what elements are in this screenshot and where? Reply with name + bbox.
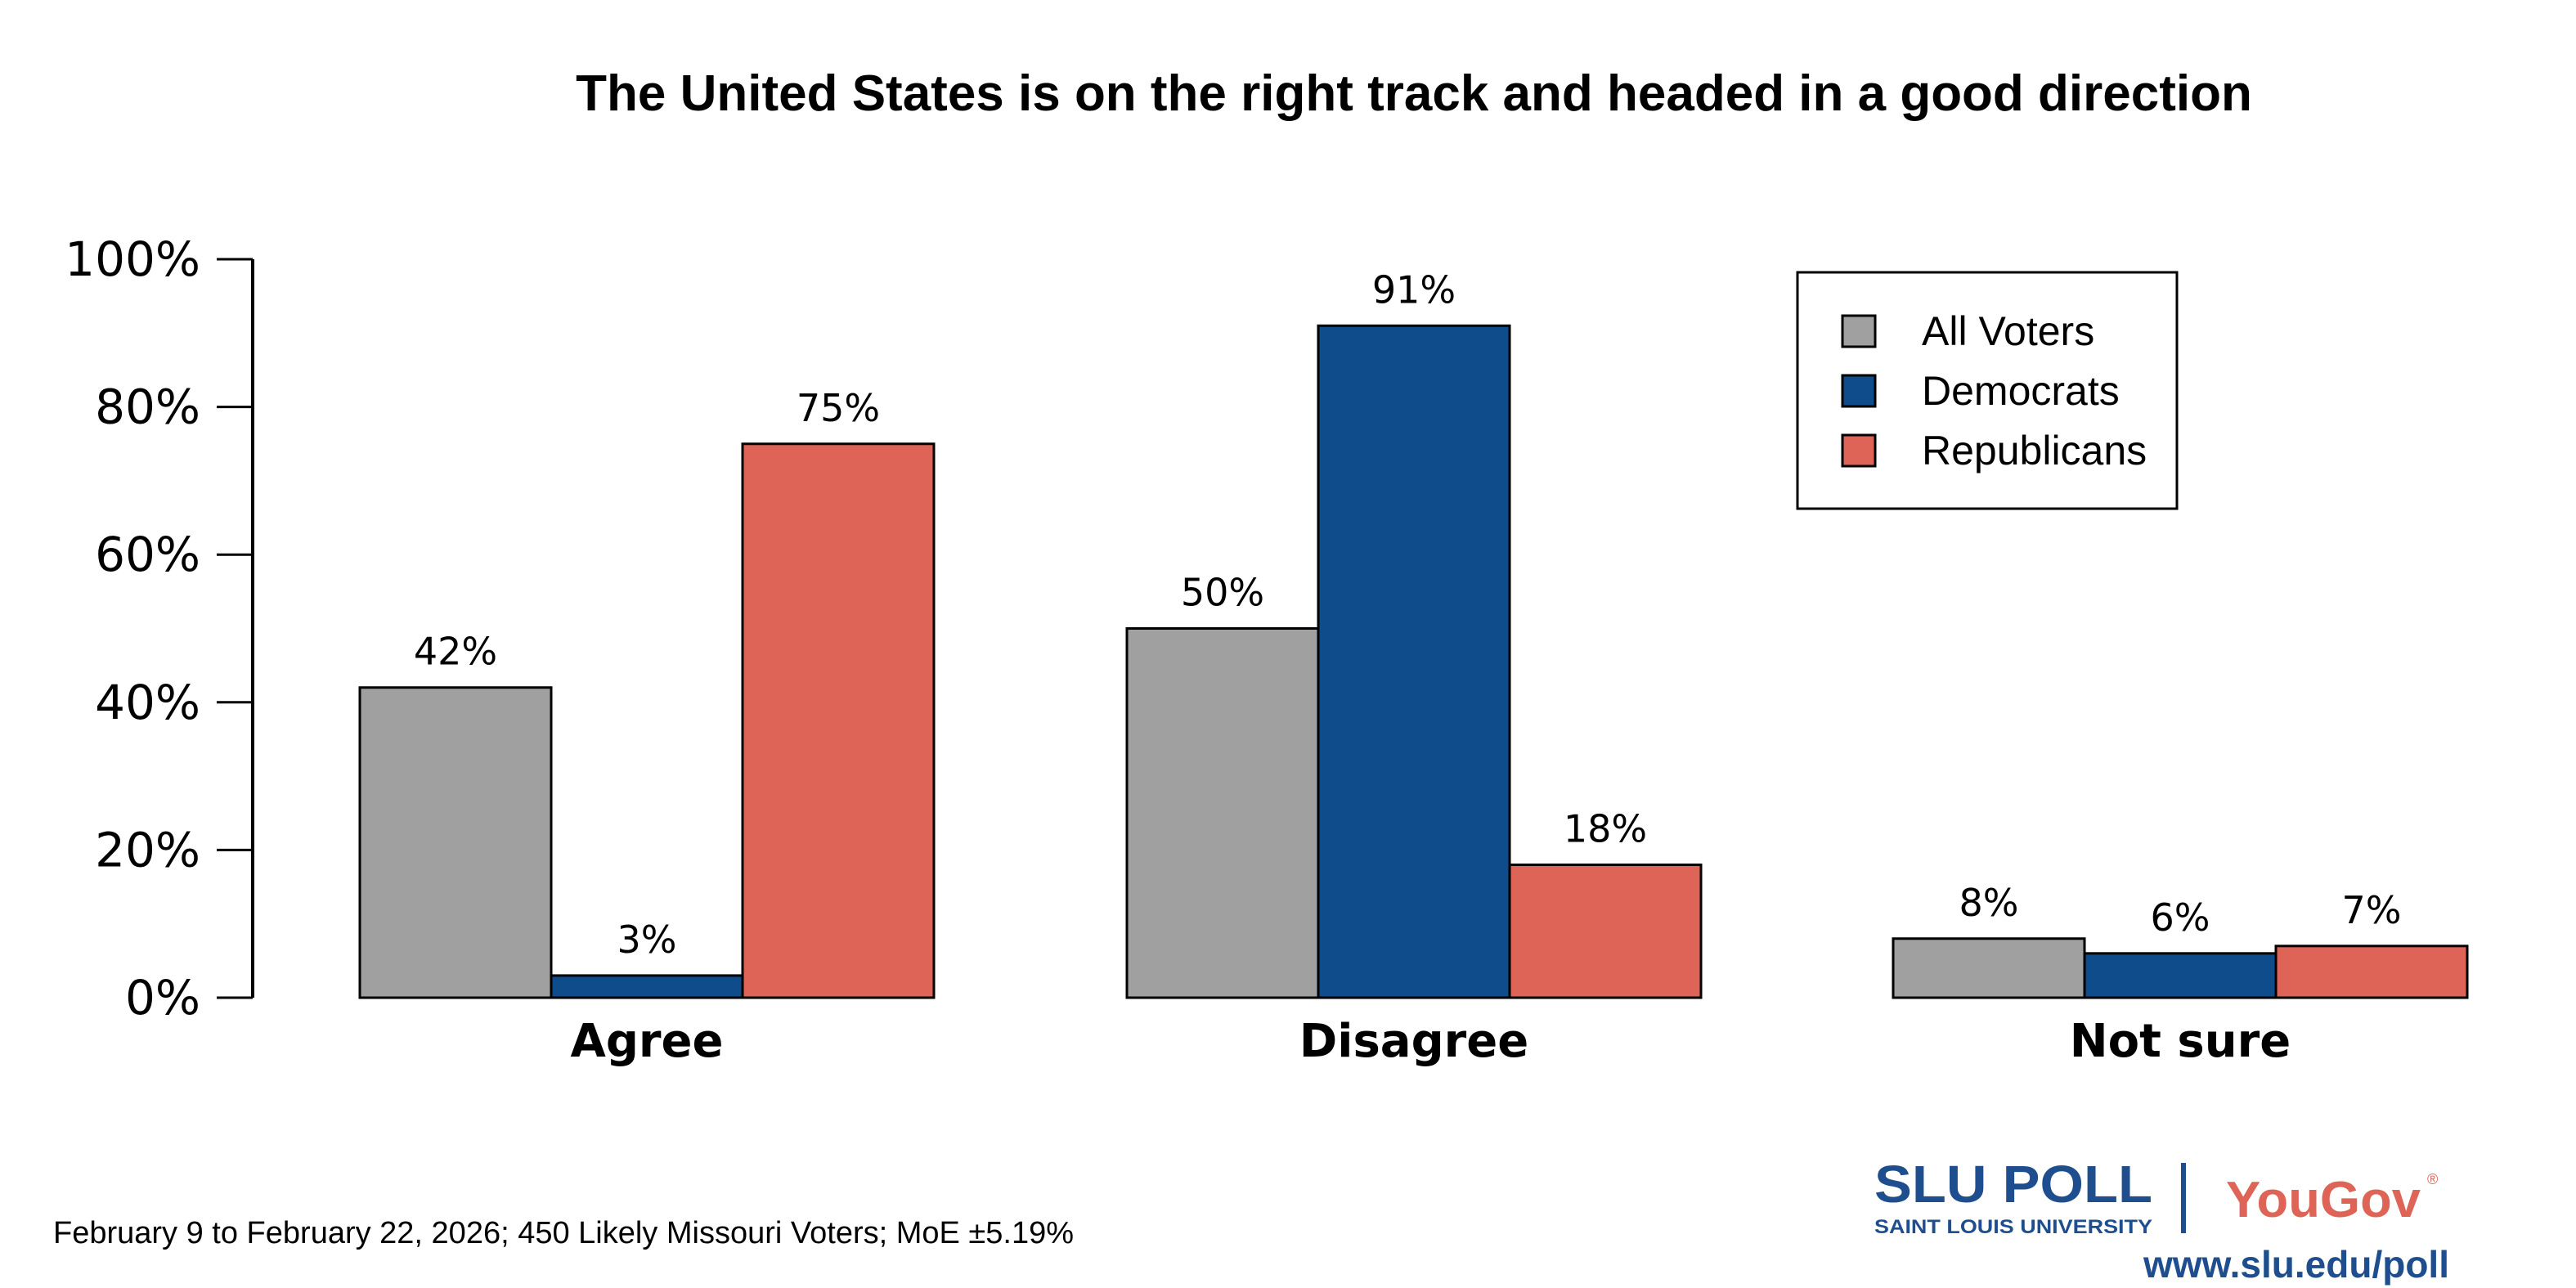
data-label: 91%: [1372, 267, 1456, 312]
legend: All Voters Democrats Republicans: [1796, 271, 2179, 510]
chart-title: The United States is on the right track …: [576, 65, 2252, 122]
bar: [358, 686, 553, 999]
y-tick-label: 40%: [95, 675, 200, 730]
legend-label: All Voters: [1922, 308, 2094, 354]
y-tick-label: 100%: [65, 231, 200, 287]
slu-logo-text: SLU POLL: [1874, 1155, 2152, 1214]
bar: [2274, 945, 2469, 999]
data-label: 42%: [414, 630, 497, 674]
category-label: Agree: [570, 1015, 723, 1068]
y-tick-label: 0%: [125, 970, 200, 1025]
data-label: 50%: [1181, 571, 1264, 615]
bar: [1892, 937, 2086, 999]
y-tick-label: 60%: [95, 527, 200, 582]
legend-swatch: [1841, 374, 1877, 408]
slu-logo-subtext: SAINT LOUIS UNIVERSITY: [1874, 1216, 2152, 1238]
legend-label: Democrats: [1922, 368, 2120, 414]
yougov-logo-text: YouGov: [2226, 1172, 2421, 1228]
category-label: Disagree: [1299, 1015, 1528, 1068]
bar: [2083, 952, 2278, 999]
bar: [741, 442, 936, 999]
registered-mark: ®: [2427, 1171, 2438, 1187]
y-tick-label: 80%: [95, 379, 200, 435]
bars: 42% 3% 75% 50% 91% 18% 8% 6% 7%: [358, 267, 2469, 999]
category-label: Not sure: [2070, 1015, 2291, 1068]
bar: [550, 974, 744, 999]
bar: [1317, 324, 1511, 999]
legend-swatch: [1841, 314, 1877, 348]
data-label: 6%: [2151, 895, 2210, 940]
slu-poll-logo: SLU POLL SAINT LOUIS UNIVERSITY YouGov ®…: [1874, 1155, 2449, 1286]
bar: [1508, 863, 1703, 999]
data-label: 18%: [1564, 806, 1647, 850]
y-tick-label: 20%: [95, 822, 200, 877]
data-label: 3%: [617, 918, 677, 962]
data-label: 75%: [797, 386, 880, 430]
footer-note: February 9 to February 22, 2026; 450 Lik…: [53, 1216, 1074, 1250]
data-label: 7%: [2342, 888, 2402, 932]
legend-label: Republicans: [1922, 428, 2147, 473]
poll-url: www.slu.edu/poll: [2143, 1243, 2449, 1286]
legend-swatch: [1841, 433, 1877, 468]
data-label: 8%: [1959, 881, 2019, 925]
bar: [1125, 627, 1320, 999]
x-axis-labels: Agree Disagree Not sure: [570, 1015, 2291, 1068]
logo-divider: [2181, 1163, 2186, 1233]
y-axis: 0% 20% 40% 60% 80% 100%: [65, 231, 254, 1025]
